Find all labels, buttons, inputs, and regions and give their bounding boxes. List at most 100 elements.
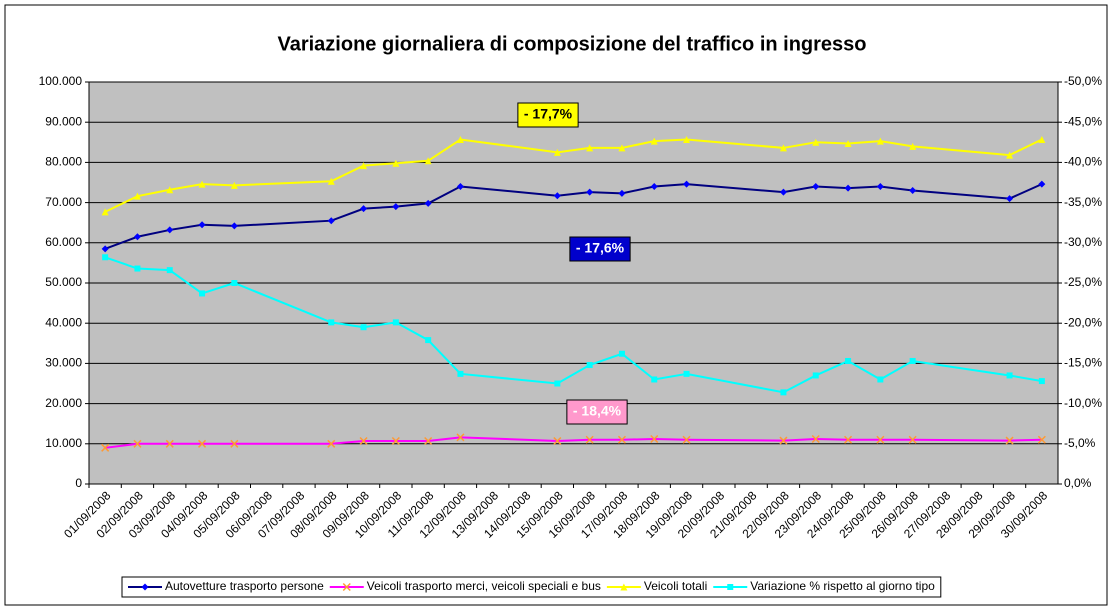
y-tick-label: 80.000: [45, 155, 82, 169]
marker: [166, 267, 173, 274]
y-tick-label: 60.000: [45, 235, 82, 249]
annotation: - 18,4%: [573, 403, 622, 419]
marker: [876, 435, 885, 444]
marker: [585, 435, 594, 444]
marker: [102, 254, 109, 261]
legend-label: Veicoli totali: [644, 579, 707, 593]
legend-label: Veicoli trasporto merci, veicoli special…: [367, 579, 601, 593]
y-tick-label: 10.000: [45, 436, 82, 450]
marker: [586, 362, 593, 369]
marker: [133, 233, 141, 241]
y2-tick-label: 0,0%: [1064, 476, 1092, 490]
marker: [682, 435, 691, 444]
marker: [909, 187, 917, 195]
marker: [812, 183, 820, 191]
marker: [1006, 372, 1013, 379]
marker: [359, 436, 368, 446]
y2-tick-label: -25,0%: [1064, 275, 1102, 289]
marker: [198, 180, 206, 188]
marker: [650, 183, 658, 191]
marker: [779, 436, 788, 445]
marker: [845, 357, 852, 364]
y2-tick-label: -45,0%: [1064, 114, 1102, 128]
marker: [618, 144, 626, 152]
marker: [101, 208, 109, 216]
y2-tick-label: -15,0%: [1064, 356, 1102, 370]
marker: [1006, 195, 1014, 203]
marker: [1038, 180, 1046, 188]
annotation-box: [566, 399, 628, 425]
marker: [1037, 435, 1046, 444]
marker: [101, 245, 109, 253]
annotation-box: [517, 102, 579, 128]
marker: [141, 583, 149, 591]
legend: Autovetture trasporto persone Veicoli tra…: [121, 576, 942, 598]
marker: [909, 142, 917, 150]
y-tick-label: 70.000: [45, 195, 82, 209]
marker: [392, 319, 399, 326]
annotation: - 17,7%: [524, 106, 573, 122]
y-tick-label: 20.000: [45, 396, 82, 410]
marker: [425, 337, 432, 344]
marker: [1038, 378, 1045, 385]
series-line: [104, 256, 1043, 394]
marker: [101, 443, 110, 452]
marker: [554, 380, 561, 387]
series-line: [105, 436, 1042, 449]
marker: [651, 376, 658, 383]
marker: [617, 435, 626, 444]
series-line: [104, 183, 1043, 250]
marker: [844, 435, 853, 444]
marker: [133, 192, 141, 200]
marker: [877, 376, 884, 383]
marker: [779, 188, 787, 196]
y-tick-label: 40.000: [45, 315, 82, 329]
marker: [780, 389, 787, 396]
y2-tick-label: -30,0%: [1064, 235, 1102, 249]
series-line: [104, 138, 1043, 213]
annotation: - 17,6%: [576, 240, 625, 256]
marker: [424, 199, 432, 207]
marker: [166, 186, 174, 194]
chart-title: Variazione giornaliera di composizione d…: [277, 33, 866, 55]
marker: [328, 319, 335, 326]
marker: [553, 148, 561, 156]
marker: [134, 265, 141, 272]
marker: [230, 181, 238, 189]
marker: [620, 583, 628, 591]
marker: [844, 184, 852, 192]
annotation-box: [569, 236, 631, 262]
marker: [650, 434, 659, 444]
marker: [811, 434, 820, 444]
marker: [327, 177, 335, 185]
marker: [456, 135, 464, 143]
marker: [1038, 135, 1046, 143]
marker: [456, 183, 464, 191]
marker: [230, 439, 239, 448]
marker: [165, 439, 174, 448]
marker: [424, 436, 433, 446]
marker: [456, 433, 465, 442]
marker: [586, 144, 594, 152]
marker: [844, 140, 852, 148]
marker: [553, 436, 562, 446]
marker: [618, 350, 625, 357]
marker: [650, 137, 658, 145]
marker: [360, 324, 367, 331]
marker: [876, 137, 884, 145]
marker: [199, 290, 206, 297]
marker: [727, 584, 734, 590]
marker: [327, 217, 335, 225]
y2-tick-label: -40,0%: [1064, 155, 1102, 169]
y2-tick-label: -35,0%: [1064, 195, 1102, 209]
y2-tick-label: -5,0%: [1064, 436, 1096, 450]
marker: [812, 372, 819, 379]
legend-box: [121, 576, 942, 598]
y2-tick-label: -50,0%: [1064, 74, 1102, 88]
marker: [198, 221, 206, 229]
marker: [1005, 436, 1014, 445]
marker: [230, 222, 238, 230]
y2-tick-label: -10,0%: [1064, 396, 1102, 410]
legend-label: Variazione % rispetto al giorno tipo: [750, 579, 935, 593]
y2-tick-label: -20,0%: [1064, 315, 1102, 329]
